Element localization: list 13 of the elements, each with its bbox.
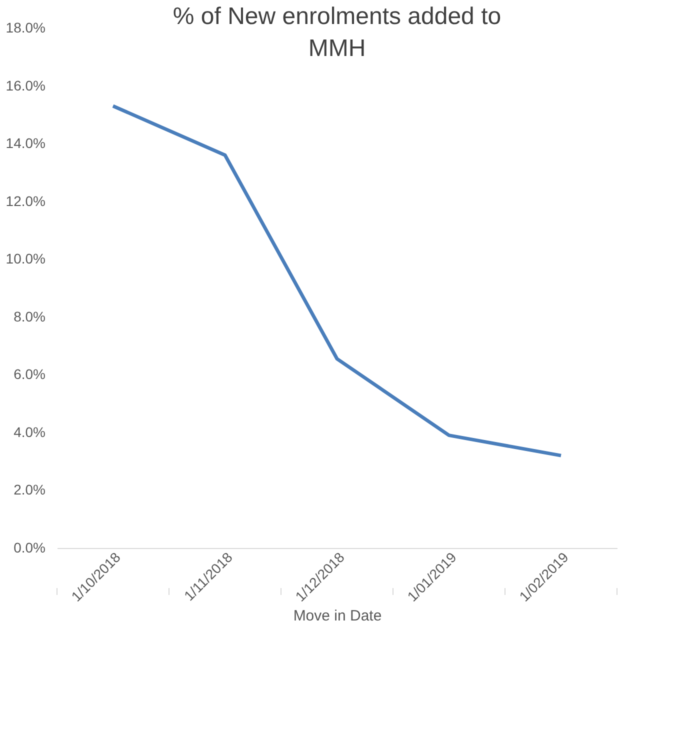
y-tick-label: 12.0% xyxy=(6,192,46,209)
y-tick-label: 4.0% xyxy=(14,424,46,440)
y-tick-label: 8.0% xyxy=(14,308,46,324)
y-tick-label: 14.0% xyxy=(6,135,46,152)
line-series xyxy=(111,104,563,458)
y-tick-label: 16.0% xyxy=(6,77,46,94)
y-tick-label: 2.0% xyxy=(14,482,46,498)
y-tick-label: 0.0% xyxy=(14,540,46,556)
chart-title: % of New enrolments added to MMH xyxy=(172,3,502,62)
y-tick-label: 6.0% xyxy=(14,366,46,382)
y-tick-label: 10.0% xyxy=(6,250,46,267)
x-axis-title: Move in Date xyxy=(293,607,382,624)
y-tick-label: 18.0% xyxy=(6,20,46,36)
